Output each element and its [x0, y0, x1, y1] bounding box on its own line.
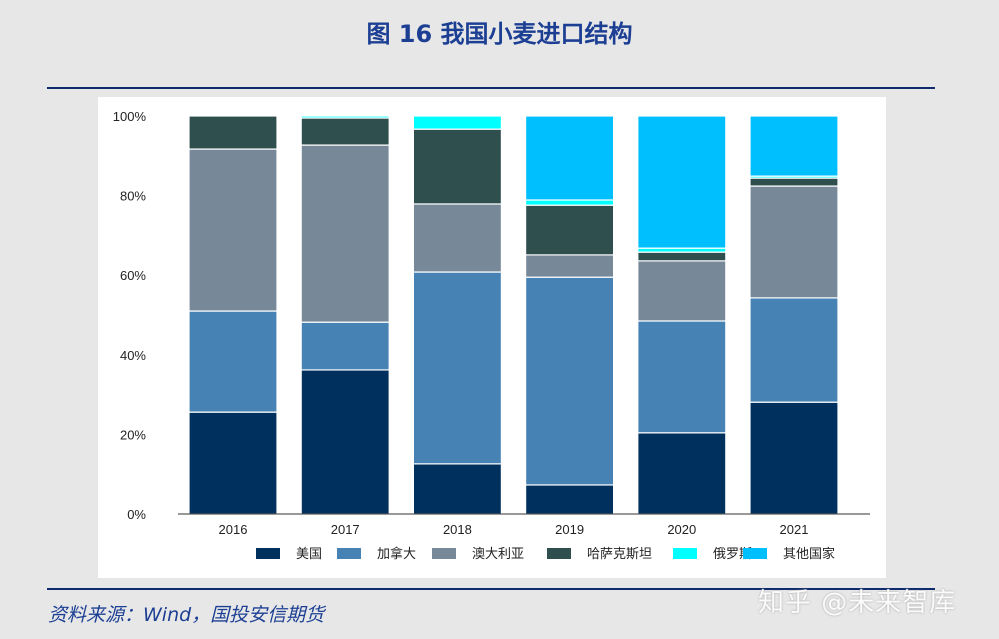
- legend-swatch: [432, 548, 456, 559]
- x-tick-label: 2017: [331, 522, 360, 537]
- y-tick-label: 0%: [127, 507, 146, 522]
- bar-segment: [749, 177, 839, 187]
- bar-segment: [412, 463, 502, 515]
- legend-swatch: [337, 548, 361, 559]
- y-tick-label: 60%: [120, 268, 146, 283]
- bar-segment: [412, 271, 502, 465]
- y-tick-label: 80%: [120, 189, 146, 204]
- legend-label: 美国: [296, 547, 322, 562]
- legend-swatch: [673, 548, 697, 559]
- bar-segment: [300, 117, 390, 146]
- legend-swatch: [743, 548, 767, 559]
- y-tick-label: 100%: [113, 109, 147, 124]
- bar-segment: [637, 432, 727, 515]
- legend-swatch: [256, 548, 280, 559]
- bottom-divider: [47, 588, 935, 590]
- y-tick-label: 40%: [120, 348, 146, 363]
- legend-label: 澳大利亚: [472, 546, 524, 562]
- bar-segment: [524, 199, 615, 206]
- y-tick-label: 20%: [120, 427, 146, 442]
- legend-swatch: [547, 548, 571, 559]
- legend-label: 俄罗斯: [713, 547, 752, 562]
- x-tick-label: 2021: [780, 522, 809, 537]
- bar-segment: [188, 310, 278, 413]
- bar-segment: [524, 254, 615, 278]
- x-tick-label: 2016: [219, 522, 248, 537]
- bar-segment: [637, 251, 727, 262]
- bar-segment: [188, 148, 278, 312]
- top-divider: [47, 87, 935, 89]
- watermark: 知乎 @未来智库: [758, 588, 957, 618]
- bar-segment: [300, 115, 390, 119]
- bar-segment: [749, 297, 839, 403]
- bar-segment: [188, 115, 278, 150]
- bar-segment: [412, 128, 502, 205]
- bar-segment: [749, 185, 839, 299]
- bar-segment: [412, 203, 502, 273]
- x-tick-label: 2019: [555, 522, 584, 537]
- legend-label: 其他国家: [783, 546, 835, 562]
- bar-segment: [524, 115, 615, 201]
- bar-segment: [637, 260, 727, 322]
- bar-segment: [524, 204, 615, 256]
- bar-segment: [749, 401, 839, 515]
- bar-segment: [637, 115, 727, 249]
- bar-segment: [637, 320, 727, 434]
- bar-segment: [188, 411, 278, 515]
- bar-segment: [749, 115, 839, 177]
- legend-label: 哈萨克斯坦: [587, 547, 652, 562]
- bar-segment: [300, 321, 390, 371]
- chart-title: 图 16 我国小麦进口结构: [366, 20, 633, 48]
- bar-segment: [300, 369, 390, 515]
- x-tick-label: 2020: [667, 522, 696, 537]
- bar-segment: [412, 115, 502, 130]
- bar-segment: [524, 276, 615, 486]
- bar-segment: [524, 484, 615, 515]
- x-tick-label: 2018: [443, 522, 472, 537]
- legend-label: 加拿大: [377, 546, 416, 562]
- source-note: 资料来源：Wind，国投安信期货: [48, 604, 325, 626]
- bar-segment: [300, 144, 390, 323]
